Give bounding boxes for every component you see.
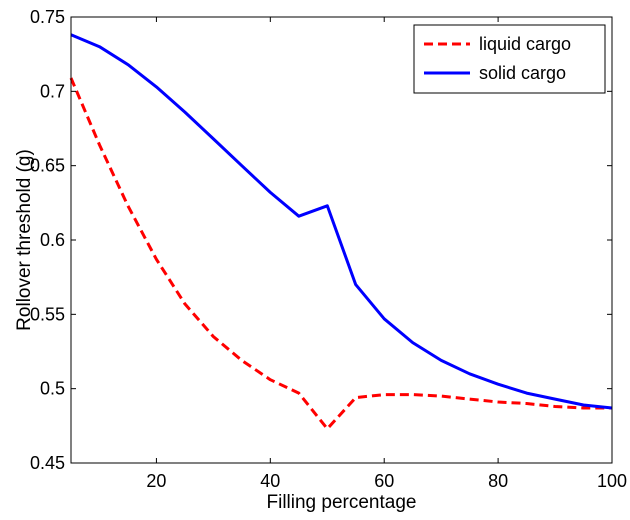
series-line-liquid-cargo (69, 77, 612, 431)
legend: liquid cargo solid cargo (413, 24, 606, 94)
y-tick-label: 0.7 (40, 81, 65, 101)
x-tick-label: 100 (597, 471, 627, 491)
x-tick-label: 40 (260, 471, 280, 491)
series-line-solid-cargo (70, 33, 613, 410)
legend-box (413, 24, 606, 94)
series-layer (69, 33, 613, 431)
x-axis-label: Filling percentage (267, 492, 417, 513)
tick-layer: 20 40 60 80 100 0.45 0.5 0.55 0.6 0.65 0.7 0.75 (30, 7, 627, 491)
x-tick-label: 60 (374, 471, 394, 491)
x-tick-label: 20 (146, 471, 166, 491)
y-tick-label: 0.6 (40, 230, 65, 250)
y-axis-label: Rollover threshold (g) (14, 149, 35, 331)
y-tick-label: 0.75 (30, 7, 65, 27)
legend-label-solid-cargo: solid cargo (479, 63, 566, 83)
y-tick-label: 0.45 (30, 453, 65, 473)
y-tick-label: 0.5 (40, 379, 65, 399)
legend-label-liquid-cargo: liquid cargo (479, 34, 571, 54)
x-tick-label: 80 (488, 471, 508, 491)
y-tick-label: 0.65 (30, 156, 65, 176)
y-tick-label: 0.55 (30, 304, 65, 324)
